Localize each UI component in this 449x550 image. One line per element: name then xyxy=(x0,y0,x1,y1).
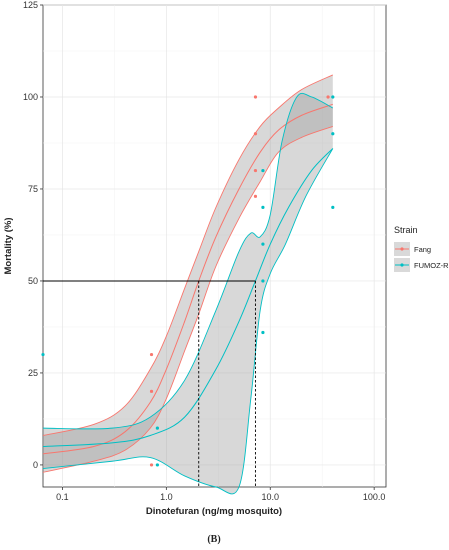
ci-upper-line xyxy=(42,92,334,430)
data-point-fumoz-r xyxy=(261,168,265,173)
legend-key-point xyxy=(400,247,404,251)
y-tick-label: 100 xyxy=(23,92,38,102)
data-point-fang xyxy=(253,95,258,99)
data-point-fumoz-r xyxy=(261,330,265,335)
plot-panel xyxy=(41,4,387,495)
panel-label: (B) xyxy=(207,534,220,545)
plot-background xyxy=(42,4,387,488)
data-point-fumoz-r xyxy=(261,279,265,283)
legend-label-fang: Fang xyxy=(414,245,431,254)
data-point-fang xyxy=(149,463,154,467)
y-axis-title: Mortality (%) xyxy=(3,218,14,275)
y-tick-label: 75 xyxy=(28,184,38,194)
data-point-fang xyxy=(253,168,258,173)
y-tick-label: 125 xyxy=(23,0,38,10)
ci-lower-line xyxy=(42,148,334,495)
data-point-fang xyxy=(253,132,258,136)
grid-lines xyxy=(43,4,386,487)
y-tick-label: 25 xyxy=(28,368,38,378)
reference-lines xyxy=(43,280,256,487)
x-axis-title: Dinotefuran (ng/mg mosquito) xyxy=(146,506,282,517)
y-tick-label: 50 xyxy=(28,276,38,286)
data-point-fumoz-r xyxy=(155,463,159,467)
data-point-fang xyxy=(149,352,154,357)
x-tick-label: 0.1 xyxy=(56,492,69,502)
data-points xyxy=(41,95,335,467)
confidence-band-fang xyxy=(43,74,333,473)
data-point-fumoz-r xyxy=(261,205,265,209)
data-point-fang xyxy=(253,194,258,198)
legend-entries: Fang FUMOZ-R xyxy=(394,242,449,272)
y-tick-label: 0 xyxy=(33,460,38,470)
x-axis: 0.1 1.0 10.0 100.0 xyxy=(56,487,385,502)
data-point-fumoz-r xyxy=(331,95,335,99)
y-axis: 0 25 50 75 100 125 xyxy=(23,0,43,470)
data-point-fumoz-r xyxy=(155,426,159,430)
x-tick-label: 1.0 xyxy=(160,492,173,502)
data-point-fumoz-r xyxy=(331,132,335,136)
legend: Strain Fang FUMOZ-R xyxy=(394,225,449,272)
data-point-fumoz-r xyxy=(261,242,265,246)
ci-upper-line xyxy=(42,74,334,436)
data-point-fumoz-r xyxy=(41,352,45,357)
x-tick-label: 10.0 xyxy=(261,492,279,502)
legend-label-fumoz-r: FUMOZ-R xyxy=(414,261,449,270)
fit-line-fumoz-r xyxy=(42,148,334,448)
data-point-fang xyxy=(149,389,154,393)
x-tick-label: 100.0 xyxy=(363,492,386,502)
data-point-fang xyxy=(326,95,330,99)
legend-key-point xyxy=(400,263,404,267)
legend-title: Strain xyxy=(394,225,418,235)
data-point-fumoz-r xyxy=(331,205,335,209)
